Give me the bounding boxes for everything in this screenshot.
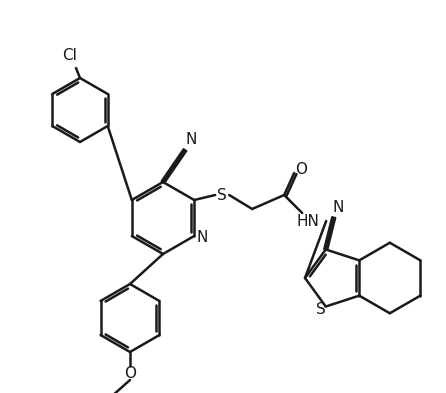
Text: O: O xyxy=(124,367,136,382)
Text: Cl: Cl xyxy=(62,48,78,64)
Text: N: N xyxy=(197,231,208,246)
Text: N: N xyxy=(185,132,197,147)
Text: O: O xyxy=(295,162,307,176)
Text: N: N xyxy=(332,200,343,215)
Text: S: S xyxy=(217,187,227,202)
Text: HN: HN xyxy=(297,213,320,228)
Text: S: S xyxy=(316,302,326,317)
